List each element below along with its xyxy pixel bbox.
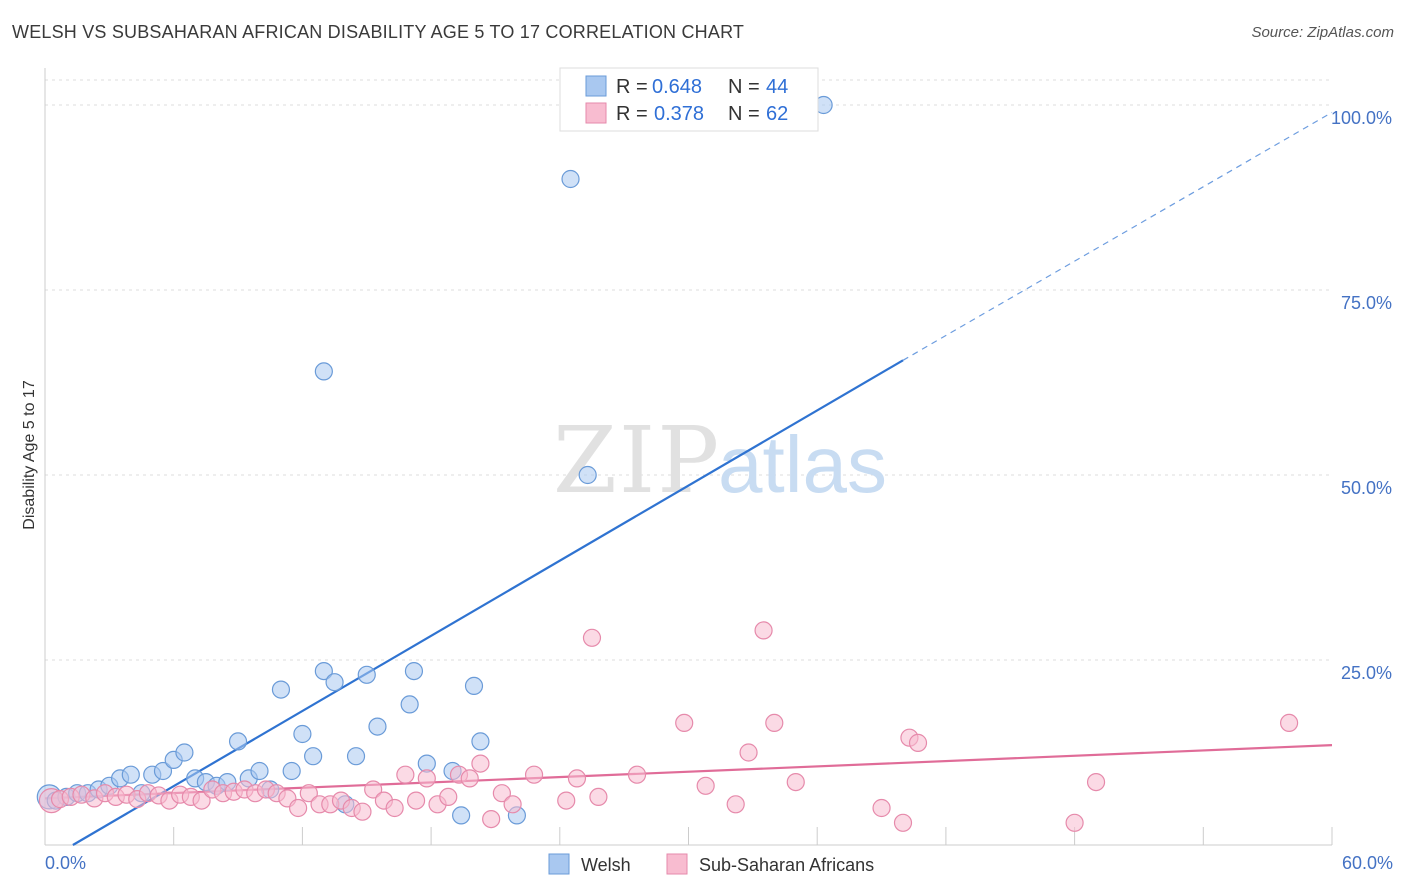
data-point-welsh bbox=[121, 765, 140, 784]
watermark-zip: ZIP bbox=[553, 407, 721, 514]
data-point-subsaharan bbox=[471, 754, 490, 773]
data-point-subsaharan bbox=[364, 780, 383, 799]
data-point-subsaharan bbox=[417, 769, 436, 788]
data-point-welsh bbox=[314, 362, 333, 381]
legend-r-value-1: 0.648 bbox=[652, 76, 702, 98]
axes bbox=[44, 68, 1332, 846]
data-point-welsh bbox=[271, 680, 291, 699]
data-point-subsaharan bbox=[908, 733, 928, 752]
legend-r-value-2: 0.378 bbox=[654, 103, 704, 125]
x-tick-label: 60.0% bbox=[1342, 853, 1393, 873]
data-point-welsh bbox=[325, 673, 344, 692]
data-point-subsaharan bbox=[589, 787, 608, 807]
data-point-welsh bbox=[471, 732, 490, 751]
data-point-subsaharan bbox=[482, 809, 501, 829]
bottom-legend-label-subsaharan: Sub-Saharan Africans bbox=[699, 855, 874, 875]
data-point-welsh bbox=[153, 761, 173, 781]
data-point-welsh bbox=[175, 743, 194, 762]
data-point-subsaharan bbox=[1279, 713, 1299, 733]
legend-n-value-1: 44 bbox=[766, 76, 788, 98]
legend-n-label-2: N = bbox=[728, 103, 760, 125]
data-point-welsh bbox=[346, 747, 366, 766]
y-axis-title: Disability Age 5 to 17 bbox=[21, 380, 38, 530]
data-point-subsaharan bbox=[893, 813, 913, 832]
legend-n-label-1: N = bbox=[728, 76, 760, 98]
data-point-welsh bbox=[282, 761, 301, 781]
data-point-subsaharan bbox=[192, 791, 211, 810]
tick-labels: 25.0% 50.0% 75.0% 100.0% 0.0% 60.0% bbox=[45, 108, 1393, 873]
data-point-subsaharan bbox=[492, 784, 511, 803]
data-point-subsaharan bbox=[739, 743, 758, 762]
bottom-legend-label-welsh: Welsh bbox=[581, 855, 631, 875]
data-point-subsaharan bbox=[439, 787, 458, 807]
data-point-subsaharan bbox=[299, 784, 318, 803]
data-point-subsaharan bbox=[460, 769, 479, 788]
y-tick-label: 100.0% bbox=[1331, 108, 1392, 128]
legend-r-label-1: R = bbox=[616, 76, 648, 98]
x-tick-label: 0.0% bbox=[45, 853, 86, 873]
data-point-subsaharan bbox=[1065, 813, 1084, 832]
data-point-subsaharan bbox=[503, 795, 522, 814]
watermark-atlas: atlas bbox=[718, 420, 887, 509]
legend-swatch-welsh bbox=[585, 75, 607, 97]
y-tick-label: 75.0% bbox=[1341, 293, 1392, 313]
data-point-subsaharan bbox=[524, 765, 544, 784]
legend: R = 0.648 N = 44 R = 0.378 N = 62 bbox=[559, 67, 819, 132]
data-point-welsh bbox=[368, 717, 387, 736]
data-point-subsaharan bbox=[557, 791, 576, 810]
data-point-welsh bbox=[357, 665, 376, 684]
data-point-welsh bbox=[228, 732, 248, 751]
data-point-welsh bbox=[464, 676, 484, 696]
legend-swatch-subsaharan bbox=[585, 102, 607, 124]
data-point-subsaharan bbox=[872, 798, 891, 818]
data-point-welsh bbox=[404, 661, 424, 681]
bottom-legend-swatch-welsh bbox=[548, 853, 570, 875]
data-point-subsaharan bbox=[406, 791, 426, 810]
bottom-legend-swatch-subsaharan bbox=[666, 853, 688, 875]
data-point-subsaharan bbox=[675, 713, 694, 733]
trend-line-extension-welsh bbox=[902, 111, 1333, 361]
data-point-subsaharan bbox=[1086, 772, 1106, 792]
watermark: ZIP atlas bbox=[553, 407, 887, 514]
chart-title: WELSH VS SUBSAHARAN AFRICAN DISABILITY A… bbox=[12, 22, 745, 42]
data-point-subsaharan bbox=[786, 772, 805, 792]
legend-r-label-2: R = bbox=[616, 103, 648, 125]
data-point-subsaharan bbox=[627, 765, 647, 784]
data-points bbox=[36, 95, 1299, 832]
bottom-legend: Welsh Sub-Saharan Africans bbox=[548, 853, 874, 875]
data-point-subsaharan bbox=[289, 798, 308, 818]
data-point-subsaharan bbox=[765, 713, 784, 733]
data-point-subsaharan bbox=[385, 798, 404, 818]
data-point-subsaharan bbox=[567, 769, 587, 788]
data-point-subsaharan bbox=[353, 802, 372, 821]
data-point-welsh bbox=[561, 169, 580, 189]
trend-line-welsh bbox=[72, 359, 904, 846]
legend-n-value-2: 62 bbox=[766, 103, 788, 125]
data-point-subsaharan bbox=[582, 628, 602, 647]
data-point-subsaharan bbox=[696, 776, 715, 795]
data-point-welsh bbox=[400, 695, 419, 714]
data-point-welsh bbox=[452, 806, 471, 825]
data-point-welsh bbox=[293, 724, 312, 744]
data-point-welsh bbox=[304, 747, 323, 766]
data-point-subsaharan bbox=[726, 795, 745, 814]
data-point-welsh bbox=[250, 761, 269, 781]
data-point-welsh bbox=[314, 661, 333, 681]
data-point-subsaharan bbox=[754, 621, 773, 640]
y-tick-label: 50.0% bbox=[1341, 478, 1392, 498]
y-tick-label: 25.0% bbox=[1341, 663, 1392, 683]
data-point-subsaharan bbox=[396, 765, 415, 784]
source-label: Source: ZipAtlas.com bbox=[1251, 24, 1394, 41]
data-point-welsh bbox=[578, 465, 597, 485]
